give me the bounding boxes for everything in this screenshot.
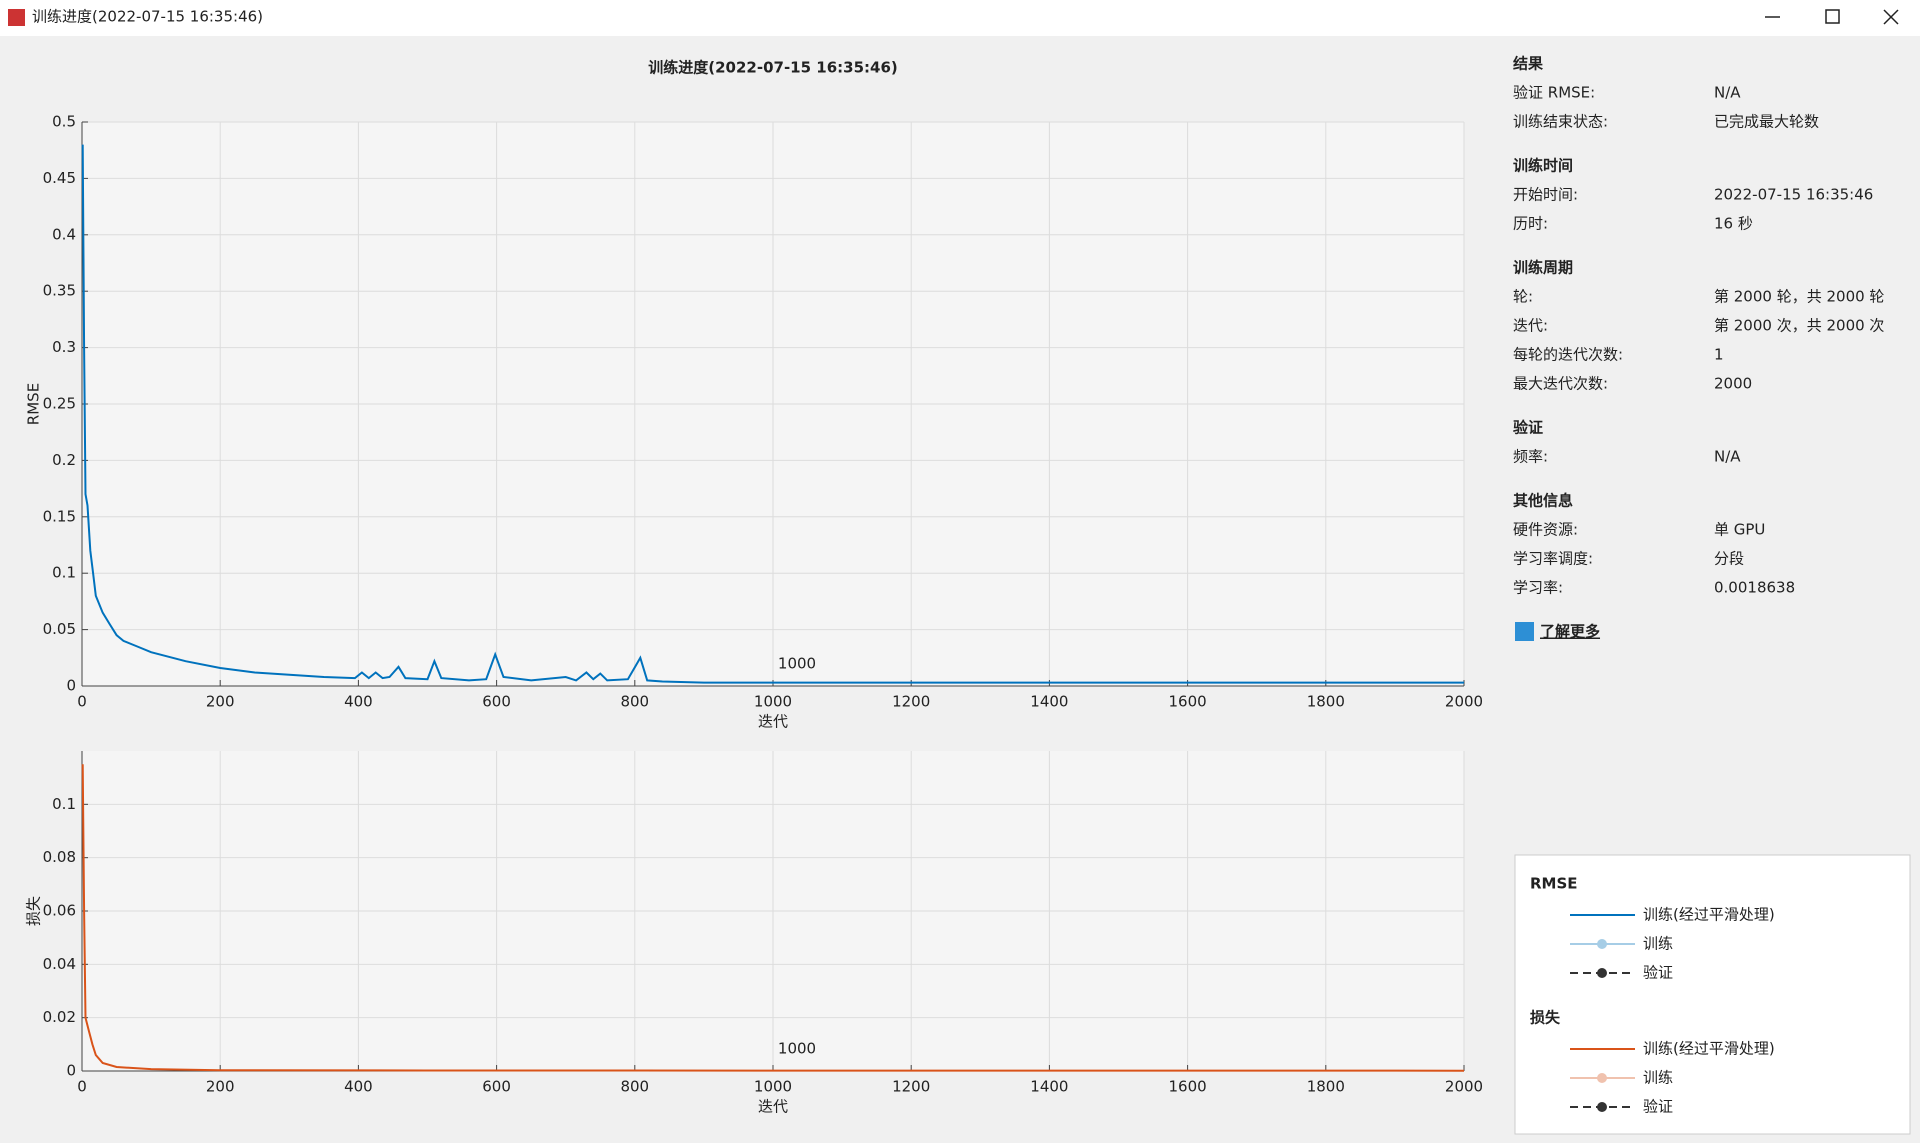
info-value: 16 秒 — [1714, 215, 1753, 233]
x-tick-label: 1600 — [1169, 1078, 1207, 1096]
annotation: 1000 — [778, 1040, 816, 1058]
x-tick-label: 2000 — [1445, 1078, 1483, 1096]
y-tick-label: 0 — [66, 1062, 76, 1080]
x-tick-label: 800 — [620, 1078, 649, 1096]
y-tick-label: 0.4 — [52, 225, 76, 243]
legend-marker — [1597, 1102, 1607, 1112]
info-label: 开始时间: — [1513, 186, 1578, 204]
x-tick-label: 1800 — [1307, 693, 1345, 711]
info-value: 0.0018638 — [1714, 579, 1795, 597]
line-series — [81, 144, 1464, 684]
x-tick-label: 1400 — [1030, 1078, 1068, 1096]
legend-marker — [1597, 939, 1607, 949]
info-label: 训练结束状态: — [1513, 113, 1608, 131]
x-tick-label: 0 — [77, 1078, 87, 1096]
info-label: 最大迭代次数: — [1513, 375, 1608, 393]
legend-box — [1514, 854, 1911, 1135]
y-tick-label: 0.2 — [52, 451, 76, 469]
info-value: 第 2000 轮，共 2000 轮 — [1714, 288, 1884, 306]
legend-label: 训练 — [1643, 1069, 1673, 1087]
y-tick-label: 0.04 — [43, 955, 76, 973]
window-title: 训练进度(2022-07-15 16:35:46) — [32, 8, 263, 26]
info-value: N/A — [1714, 84, 1741, 102]
y-axis-label: 损失 — [25, 896, 43, 926]
x-tick-label: 600 — [482, 1078, 511, 1096]
x-axis-label: 迭代 — [758, 713, 788, 731]
x-tick-label: 400 — [344, 693, 373, 711]
legend-group-title: RMSE — [1530, 875, 1578, 893]
x-tick-label: 600 — [482, 693, 511, 711]
x-tick-label: 1000 — [754, 1078, 792, 1096]
x-tick-label: 1400 — [1030, 693, 1068, 711]
y-tick-label: 0.1 — [52, 795, 76, 813]
info-label: 迭代: — [1513, 317, 1548, 335]
info-value: 2022-07-15 16:35:46 — [1714, 186, 1873, 204]
y-tick-label: 0.05 — [43, 620, 76, 638]
section-title: 训练时间 — [1513, 157, 1573, 175]
x-axis-label: 迭代 — [758, 1098, 788, 1116]
y-tick-label: 0.06 — [43, 902, 76, 920]
y-axis-label: RMSE — [25, 383, 43, 425]
legend-marker — [1597, 1073, 1607, 1083]
info-value: 分段 — [1714, 550, 1744, 568]
info-label: 频率: — [1513, 448, 1548, 466]
info-value: 2000 — [1714, 375, 1752, 393]
x-tick-label: 1000 — [754, 693, 792, 711]
x-tick-label: 200 — [206, 693, 235, 711]
section-title: 结果 — [1513, 55, 1544, 73]
y-tick-label: 0.08 — [43, 848, 76, 866]
x-tick-label: 1200 — [892, 693, 930, 711]
y-tick-label: 0.3 — [52, 338, 76, 356]
line-series — [81, 764, 1465, 1072]
x-tick-label: 1200 — [892, 1078, 930, 1096]
x-tick-label: 1600 — [1169, 693, 1207, 711]
info-value: 已完成最大轮数 — [1714, 113, 1819, 131]
y-tick-label: 0.25 — [43, 395, 76, 413]
legend-label: 训练(经过平滑处理) — [1643, 1040, 1775, 1058]
x-tick-label: 200 — [206, 1078, 235, 1096]
info-label: 轮: — [1513, 288, 1533, 306]
legend-label: 训练 — [1643, 935, 1673, 953]
x-tick-label: 1800 — [1307, 1078, 1345, 1096]
info-label: 每轮的迭代次数: — [1513, 346, 1623, 364]
y-tick-label: 0.1 — [52, 564, 76, 582]
close-button[interactable] — [1883, 9, 1899, 25]
legend-group-title: 损失 — [1530, 1009, 1561, 1027]
y-tick-label: 0.5 — [52, 113, 76, 131]
info-icon — [1515, 622, 1534, 641]
x-tick-label: 0 — [77, 693, 87, 711]
y-tick-label: 0.02 — [43, 1008, 76, 1026]
x-tick-label: 2000 — [1445, 693, 1483, 711]
legend-marker — [1597, 968, 1607, 978]
info-value: 1 — [1714, 346, 1724, 364]
legend-label: 验证 — [1643, 1098, 1673, 1116]
learn-more-link[interactable]: 了解更多 — [1540, 623, 1600, 641]
title-bar — [0, 0, 1920, 36]
maximize-button[interactable] — [1825, 9, 1840, 24]
legend-label: 验证 — [1643, 964, 1673, 982]
info-label: 历时: — [1513, 215, 1548, 233]
section-title: 训练周期 — [1513, 259, 1573, 277]
chart-title: 训练进度(2022-07-15 16:35:46) — [648, 59, 898, 77]
info-value: 单 GPU — [1714, 521, 1765, 539]
y-tick-label: 0.35 — [43, 282, 76, 300]
info-label: 学习率调度: — [1513, 550, 1593, 568]
annotation: 1000 — [778, 655, 816, 673]
x-tick-label: 800 — [620, 693, 649, 711]
section-title: 验证 — [1513, 419, 1543, 437]
info-value: N/A — [1714, 448, 1741, 466]
y-tick-label: 0.15 — [43, 507, 76, 525]
section-title: 其他信息 — [1513, 492, 1573, 510]
app-icon — [8, 9, 25, 26]
info-value: 第 2000 次，共 2000 次 — [1714, 317, 1884, 335]
y-tick-label: 0 — [66, 677, 76, 695]
legend-label: 训练(经过平滑处理) — [1643, 906, 1775, 924]
info-label: 验证 RMSE: — [1513, 84, 1595, 102]
info-label: 硬件资源: — [1513, 521, 1578, 539]
x-tick-label: 400 — [344, 1078, 373, 1096]
info-label: 学习率: — [1513, 579, 1563, 597]
y-tick-label: 0.45 — [43, 169, 76, 187]
